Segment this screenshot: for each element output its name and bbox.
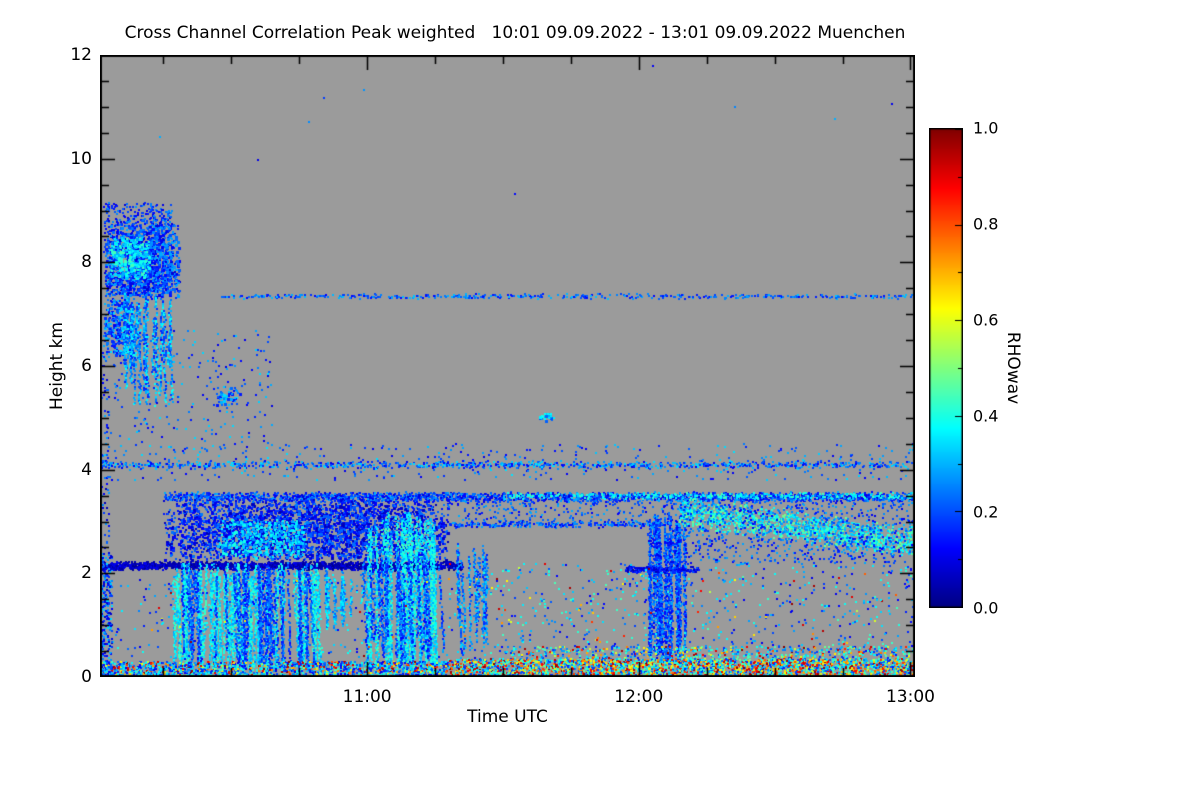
chart-title: Cross Channel Correlation Peak weighted … (124, 23, 906, 43)
heatmap-plot (100, 55, 915, 677)
y-tick-label: 12 (70, 45, 92, 65)
y-tick-label: 4 (81, 459, 92, 480)
colorbar-tick-label: 0.0 (973, 598, 999, 618)
y-tick-label: 0 (81, 667, 92, 687)
colorbar-tick-label: 1.0 (973, 118, 999, 138)
x-axis-label: Time UTC (467, 707, 548, 727)
y-tick-label: 2 (81, 563, 92, 584)
y-tick-label: 6 (81, 356, 92, 376)
colorbar-label: RHOwav (1003, 331, 1023, 405)
y-tick-label: 8 (81, 252, 92, 273)
x-tick-label: 13:00 (885, 687, 935, 707)
colorbar-tick-label: 0.8 (973, 214, 999, 234)
colorbar (929, 128, 963, 608)
y-tick-label: 10 (70, 148, 92, 169)
x-tick-label: 11:00 (342, 687, 392, 707)
colorbar-tick-label: 0.6 (973, 310, 999, 330)
x-tick-label: 12:00 (614, 687, 664, 707)
colorbar-tick-label: 0.4 (973, 406, 999, 426)
colorbar-tick-label: 0.2 (973, 502, 999, 522)
